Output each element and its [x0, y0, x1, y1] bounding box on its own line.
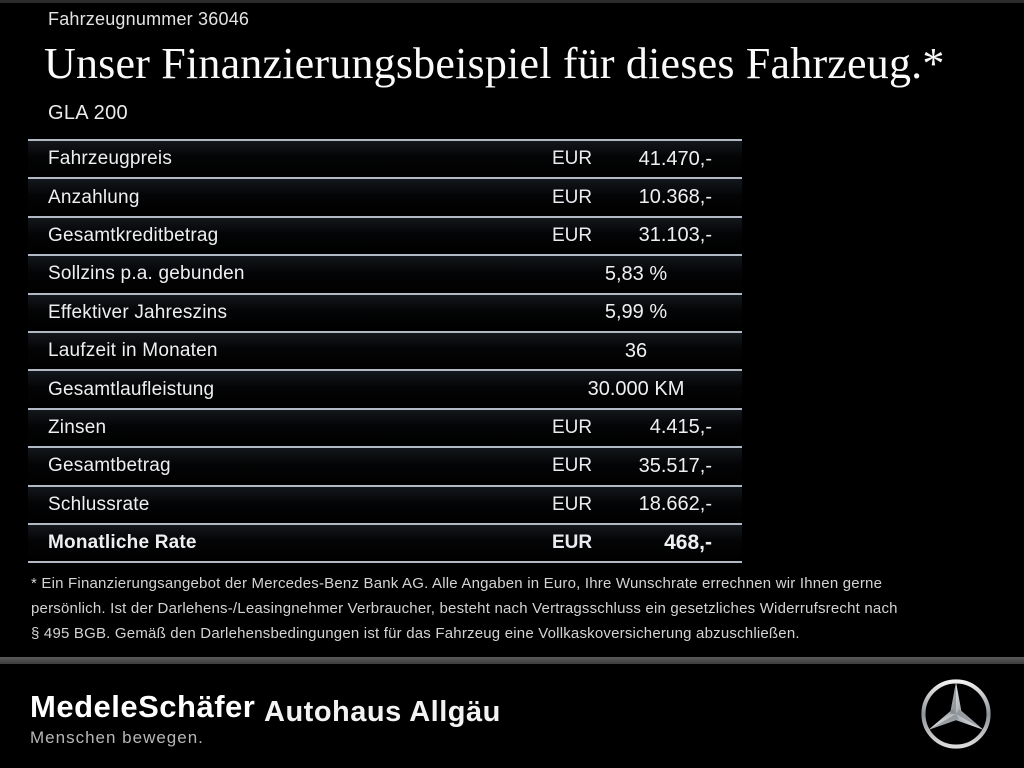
row-label: Gesamtkreditbetrag: [48, 224, 219, 246]
table-row: Effektiver Jahreszins 5,99 %: [28, 292, 742, 331]
row-currency: EUR: [552, 493, 593, 515]
row-value: 4.415,-: [649, 416, 712, 439]
row-value: 468,-: [664, 531, 712, 555]
row-value-cell: 5,83 %: [552, 263, 742, 286]
row-label: Schlussrate: [48, 493, 150, 515]
row-label: Monatliche Rate: [48, 532, 197, 554]
row-value: 36: [624, 339, 648, 362]
row-value: 31.103,-: [638, 224, 712, 247]
row-value: 5,83 %: [604, 262, 668, 285]
table-row: Gesamtkreditbetrag EUR 31.103,-: [28, 215, 742, 255]
row-value-cell: EUR 31.103,-: [552, 224, 742, 247]
dealer-logo-autohaus-allgaeu: Autohaus Allgäu: [264, 696, 501, 728]
table-row: Sollzins p.a. gebunden 5,83 %: [28, 254, 742, 293]
row-label: Effektiver Jahreszins: [48, 301, 228, 323]
footnote-line: * Ein Finanzierungsangebot der Mercedes-…: [31, 575, 883, 592]
table-row: Anzahlung EUR 10.368,-: [28, 177, 742, 216]
row-value-cell: EUR 10.368,-: [552, 186, 742, 209]
row-currency: EUR: [552, 186, 593, 208]
legal-footnote: * Ein Finanzierungsangebot der Mercedes-…: [31, 571, 996, 646]
row-value-cell: EUR 468,-: [552, 531, 742, 555]
vehicle-number: Fahrzeugnummer 36046: [48, 9, 250, 29]
top-edge-divider: [0, 0, 1024, 3]
vehicle-model: GLA 200: [48, 102, 128, 124]
row-currency: EUR: [552, 532, 593, 554]
table-row: Schlussrate EUR 18.662,-: [28, 484, 742, 523]
row-value-cell: EUR 35.517,-: [552, 455, 742, 478]
row-value: 35.517,-: [638, 454, 712, 477]
row-value: 5,99 %: [604, 301, 668, 324]
table-row: Fahrzeugpreis EUR 41.470,-: [28, 139, 742, 178]
row-currency: EUR: [552, 455, 593, 477]
row-currency: EUR: [552, 148, 593, 170]
row-value: 10.368,-: [638, 186, 712, 209]
row-value-cell: EUR 41.470,-: [552, 148, 742, 171]
row-label: Laufzeit in Monaten: [48, 340, 218, 362]
row-label: Zinsen: [48, 416, 107, 438]
row-value: 18.662,-: [638, 493, 712, 516]
footer-divider: [0, 657, 1024, 664]
row-value-cell: 5,99 %: [552, 301, 742, 324]
table-row: Gesamtlaufleistung 30.000 KM: [28, 369, 742, 408]
table-row: Monatliche Rate EUR 468,-: [28, 522, 742, 564]
table-row: Zinsen EUR 4.415,-: [28, 407, 742, 447]
row-value-cell: 30.000 KM: [552, 378, 742, 401]
table-row: Laufzeit in Monaten 36: [28, 330, 742, 370]
dealer-logo-block: MedeleSchäfer Menschen bewegen.: [30, 690, 255, 748]
footnote-line: § 495 BGB. Gemäß den Darlehensbedingunge…: [31, 625, 800, 642]
dealer-tagline: Menschen bewegen.: [30, 728, 204, 747]
row-currency: EUR: [552, 416, 593, 438]
footnote-line: persönlich. Ist der Darlehens-/Leasingne…: [31, 600, 898, 617]
row-value: 41.470,-: [638, 147, 712, 170]
row-label: Gesamtbetrag: [48, 455, 171, 477]
row-value-cell: EUR 18.662,-: [552, 493, 742, 516]
table-row: Gesamtbetrag EUR 35.517,-: [28, 446, 742, 485]
dealer-logo-medeleschaefer: MedeleSchäfer: [30, 689, 256, 724]
row-value: 30.000 KM: [587, 378, 685, 401]
row-label: Gesamtlaufleistung: [48, 378, 215, 400]
row-value-cell: EUR 4.415,-: [552, 416, 742, 439]
row-label: Anzahlung: [48, 186, 140, 208]
row-value-cell: 36: [552, 340, 742, 363]
page-title: Unser Finanzierungsbeispiel für dieses F…: [44, 39, 945, 88]
row-currency: EUR: [552, 224, 593, 246]
row-label: Fahrzeugpreis: [48, 148, 173, 170]
row-label: Sollzins p.a. gebunden: [48, 263, 245, 285]
finance-table: Fahrzeugpreis EUR 41.470,- Anzahlung EUR…: [28, 139, 742, 564]
mercedes-star-icon: [921, 679, 991, 749]
